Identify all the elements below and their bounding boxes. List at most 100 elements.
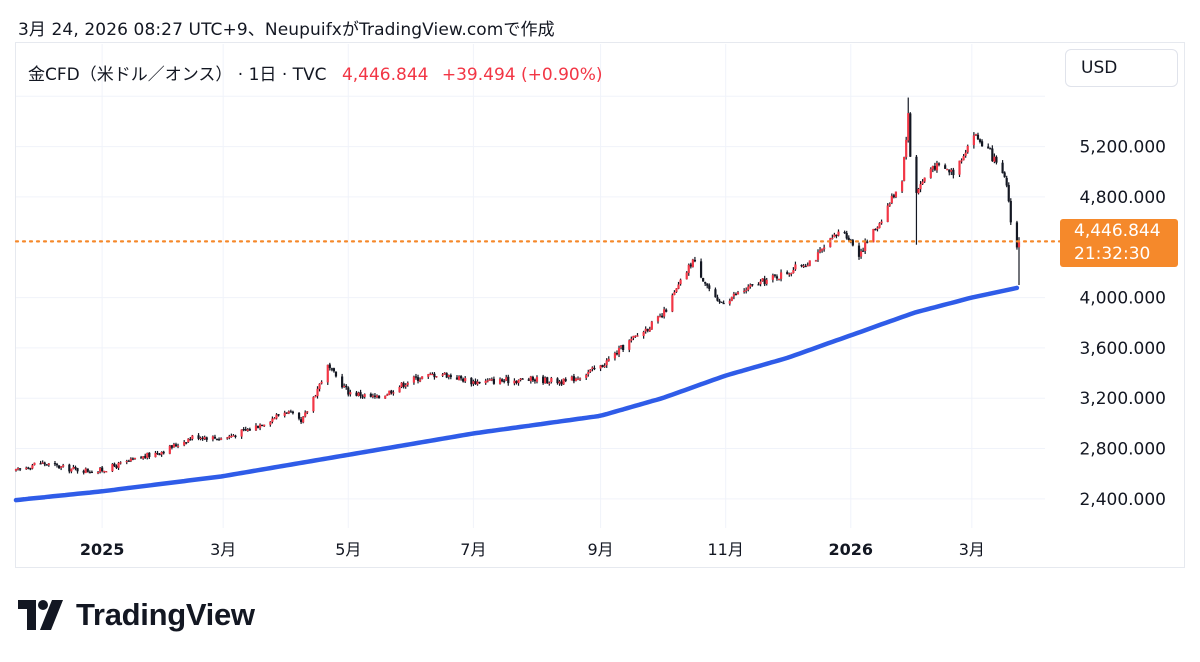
candle-up <box>211 436 215 440</box>
candle-up <box>316 388 319 397</box>
candle-down <box>704 282 707 284</box>
candle-up <box>386 394 389 396</box>
candle-down <box>546 377 549 384</box>
legend-change: +39.494 (+0.90%) <box>441 65 603 85</box>
candle-down <box>937 163 941 165</box>
candle-down <box>786 272 789 275</box>
candle-up <box>191 435 194 440</box>
candle-down <box>88 472 91 474</box>
candle-up <box>133 457 137 460</box>
candle-down <box>217 439 221 441</box>
candle-down <box>369 393 372 397</box>
candle-down <box>542 376 545 384</box>
candle-down <box>699 261 703 278</box>
candle-up <box>111 464 114 472</box>
candle-down <box>82 470 85 473</box>
candle-up <box>1017 241 1021 248</box>
candle-up <box>384 395 387 399</box>
x-axis: 2025 3月 5月 7月 9月 11月 2026 3月 <box>80 540 985 559</box>
candle-down <box>39 463 42 465</box>
candle-up <box>946 169 949 171</box>
candle-down <box>127 460 130 462</box>
candle-up <box>326 364 329 383</box>
candle-up <box>220 438 223 440</box>
candle-up <box>876 227 879 230</box>
candle-down <box>474 381 477 385</box>
candle-up <box>950 169 953 172</box>
candle-up <box>765 279 768 284</box>
candle-up <box>146 452 149 458</box>
candle-up <box>628 340 631 350</box>
candle-down <box>158 454 161 456</box>
candle-down <box>804 265 807 268</box>
candle-down <box>234 435 237 437</box>
candle-up <box>486 380 489 382</box>
y-axis-label: 4,800.000 <box>1079 188 1166 208</box>
candle-down <box>377 395 381 399</box>
candle-down <box>27 467 30 469</box>
x-axis-label: 2025 <box>80 540 125 559</box>
x-axis-label: 7月 <box>460 540 486 559</box>
candle-down <box>433 373 436 378</box>
x-axis-label: 5月 <box>335 540 361 559</box>
candle-up <box>129 458 132 462</box>
candle-down <box>345 385 348 388</box>
candle-up <box>302 416 305 423</box>
candle-down <box>702 278 705 282</box>
candle-down <box>845 232 848 239</box>
candle-down <box>170 445 173 448</box>
candle-down <box>665 309 668 312</box>
candle-up <box>25 467 28 470</box>
candle-up <box>888 203 891 206</box>
candle-down <box>215 438 219 440</box>
candle-down <box>86 468 89 472</box>
candle-up <box>548 382 551 384</box>
candle-up <box>271 418 274 422</box>
candle-up <box>648 328 651 332</box>
symbol-legend[interactable]: 金CFD（米ドル／オンス） · 1日 · TVC 4,446.844 +39.4… <box>28 60 603 85</box>
candle-down <box>162 451 165 454</box>
candle-down <box>328 364 331 368</box>
candle-down <box>455 377 459 380</box>
candle-up <box>794 264 797 270</box>
candle-down <box>989 148 992 150</box>
candle-down <box>948 169 951 173</box>
candle-up <box>427 374 430 377</box>
y-axis: 5,200.000 4,800.000 4,000.000 3,600.000 3,20… <box>1079 138 1166 510</box>
candle-up <box>886 205 889 222</box>
candle-up <box>837 231 840 236</box>
candle-up <box>14 468 18 471</box>
candle-up <box>931 165 934 170</box>
candle-down <box>952 169 955 176</box>
candle-up <box>993 156 996 162</box>
candle-up <box>964 152 967 156</box>
candle-up <box>443 372 446 375</box>
candle-up <box>779 272 783 279</box>
candle-down <box>1005 177 1008 186</box>
candle-up <box>935 163 939 171</box>
candle-up <box>759 281 762 285</box>
candle-down <box>115 465 118 468</box>
candle-down <box>646 328 649 331</box>
candle-down <box>341 376 344 388</box>
currency-button[interactable]: USD <box>1065 49 1178 87</box>
candle-up <box>962 156 965 161</box>
candle-up <box>435 376 438 378</box>
candle-up <box>603 365 606 368</box>
candle-up <box>617 347 621 355</box>
candle-up <box>119 462 122 464</box>
candle-up <box>41 462 44 464</box>
candle-down <box>866 241 869 243</box>
candle-up <box>900 181 904 192</box>
x-axis-label: 3月 <box>210 540 236 559</box>
candle-down <box>148 452 151 457</box>
candle-up <box>183 441 186 446</box>
candle-up <box>574 378 578 381</box>
tradingview-logo[interactable]: TradingView <box>18 597 255 633</box>
candle-up <box>677 284 680 289</box>
candle-up <box>421 376 424 379</box>
candle-up <box>318 383 321 390</box>
candle-up <box>154 452 157 458</box>
candle-down <box>189 439 192 441</box>
